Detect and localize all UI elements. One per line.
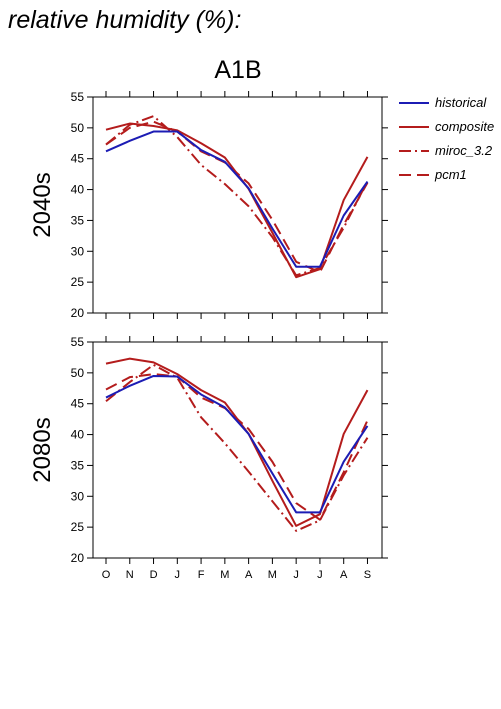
- legend-swatch-pcm1: [399, 174, 429, 176]
- plot-frame: [92, 341, 383, 559]
- y-axis-label: 2040s: [29, 172, 56, 237]
- y-tick-label: 30: [71, 244, 85, 258]
- x-tick-label: A: [340, 569, 348, 581]
- legend-item-composite: composite: [398, 119, 501, 134]
- legend-label-composite: composite: [435, 119, 495, 134]
- series-line-historical: [105, 130, 369, 268]
- x-tick-label: M: [220, 569, 229, 581]
- legend-label-miroc: miroc_3.2: [435, 143, 493, 158]
- legend-swatch-miroc: [399, 150, 429, 152]
- series-line-pcm1: [105, 120, 369, 274]
- legend-label-historical: historical: [435, 95, 487, 110]
- y-tick-label: 50: [71, 366, 85, 380]
- plot-frame: [92, 96, 383, 314]
- y-tick-label: 30: [71, 489, 85, 503]
- y-tick-label: 45: [71, 397, 85, 411]
- y-tick-label: 20: [71, 306, 85, 320]
- x-tick-label: A: [245, 569, 253, 581]
- y-tick-label: 40: [71, 183, 85, 197]
- y-tick-label: 40: [71, 428, 85, 442]
- legend-item-pcm1: pcm1: [398, 167, 501, 182]
- y-tick-label: 25: [71, 275, 85, 289]
- x-tick-label: O: [102, 569, 111, 581]
- series-line-miroc-3-2: [105, 363, 369, 532]
- legend-item-historical: historical: [398, 95, 501, 110]
- x-tick-label: J: [293, 569, 299, 581]
- x-tick-label: J: [175, 569, 181, 581]
- series-line-composite: [105, 357, 369, 527]
- y-axis-label: 2080s: [29, 417, 56, 482]
- x-tick-label: M: [268, 569, 277, 581]
- y-tick-label: 25: [71, 520, 85, 534]
- legend-label-pcm1: pcm1: [435, 167, 467, 182]
- y-tick-label: 45: [71, 152, 85, 166]
- series-line-miroc-3-2: [105, 115, 369, 277]
- x-tick-label: N: [126, 569, 134, 581]
- legend-swatch-composite: [399, 126, 429, 128]
- y-tick-label: 20: [71, 551, 85, 565]
- scenario-title: A1B: [214, 56, 262, 84]
- figure-title: relative humidity (%):: [8, 6, 242, 34]
- legend-item-miroc: miroc_3.2: [398, 143, 501, 158]
- series-line-historical: [105, 374, 369, 514]
- y-tick-label: 50: [71, 121, 85, 135]
- legend-swatch-historical: [399, 102, 429, 104]
- panel-1: 20 25 30 35 40 45 50 55 2040s: [29, 90, 388, 320]
- series-line-pcm1: [105, 373, 369, 521]
- y-tick-label: 55: [71, 335, 85, 349]
- x-tick-label: S: [364, 569, 371, 581]
- x-tick-label: F: [198, 569, 205, 581]
- y-tick-label: 35: [71, 458, 85, 472]
- x-tick-label: J: [317, 569, 323, 581]
- x-tick-label: D: [150, 569, 158, 581]
- panel-2: 20 25 30 35 40 45 50 55 O N D J F M A M J J A S 2080s: [29, 335, 388, 581]
- y-tick-label: 55: [71, 90, 85, 104]
- y-tick-label: 35: [71, 213, 85, 227]
